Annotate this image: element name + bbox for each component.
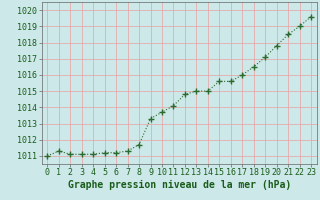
X-axis label: Graphe pression niveau de la mer (hPa): Graphe pression niveau de la mer (hPa) [68,180,291,190]
